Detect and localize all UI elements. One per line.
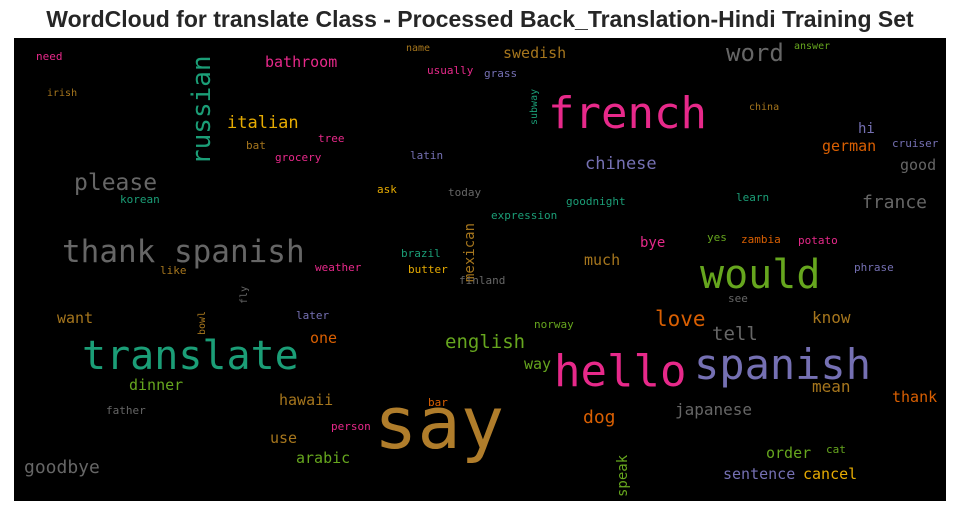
- word-goodnight: goodnight: [566, 195, 626, 208]
- word-finland: finland: [459, 274, 505, 287]
- word-speak: speak: [615, 454, 631, 497]
- word-translate: translate: [82, 333, 299, 379]
- word-please: please: [74, 170, 157, 196]
- word-yes: yes: [707, 231, 727, 244]
- word-expression: expression: [491, 209, 557, 222]
- word-good: good: [900, 156, 936, 174]
- word-russian: russian: [187, 55, 217, 165]
- word-bye: bye: [640, 235, 665, 251]
- word-hawaii: hawaii: [279, 391, 333, 409]
- word-italian: italian: [227, 113, 299, 133]
- word-much: much: [584, 251, 620, 269]
- word-weather: weather: [315, 261, 362, 274]
- word-hello: hello: [554, 346, 686, 397]
- word-cloud: say hello french spanish translate would thank…: [14, 38, 946, 501]
- word-name: name: [406, 43, 430, 54]
- word-need: need: [36, 50, 63, 63]
- word-zambia: zambia: [741, 233, 781, 246]
- word-want: want: [57, 309, 93, 327]
- word-english: english: [445, 331, 525, 353]
- word-grass: grass: [484, 67, 517, 80]
- word-say: say: [374, 381, 504, 465]
- word-one: one: [310, 329, 337, 347]
- word-layer: say hello french spanish translate would thank…: [24, 39, 939, 497]
- word-korean: korean: [120, 193, 160, 206]
- word-french: french: [548, 88, 707, 139]
- word-subway: subway: [529, 89, 540, 125]
- word-tell: tell: [712, 323, 758, 345]
- word-chinese: chinese: [585, 154, 657, 174]
- word-cancel: cancel: [803, 465, 857, 483]
- word-norway: norway: [534, 318, 574, 331]
- word-use: use: [270, 429, 297, 447]
- word-order: order: [766, 444, 811, 462]
- word-way: way: [524, 355, 551, 373]
- word-learn: learn: [736, 191, 769, 204]
- word-cat: cat: [826, 443, 846, 456]
- word-sentence: sentence: [723, 465, 795, 483]
- word-potato: potato: [798, 234, 838, 247]
- word-ask: ask: [377, 183, 397, 196]
- cloud-background: [14, 38, 946, 501]
- word-goodbye: goodbye: [24, 457, 100, 478]
- word-japanese: japanese: [675, 400, 752, 419]
- word-bathroom: bathroom: [265, 53, 337, 71]
- word-love: love: [655, 307, 706, 331]
- word-swedish: swedish: [503, 44, 566, 62]
- word-know: know: [812, 308, 851, 327]
- word-china: china: [749, 102, 779, 113]
- word-arabic: arabic: [296, 449, 350, 467]
- word-mean: mean: [812, 377, 851, 396]
- word-cruiser: cruiser: [892, 137, 939, 150]
- word-thank-spanish: thank spanish: [62, 234, 305, 270]
- word-thank: thank: [892, 388, 937, 406]
- word-grocery: grocery: [275, 151, 322, 164]
- word-dog: dog: [583, 407, 616, 428]
- word-hi: hi: [858, 121, 875, 137]
- word-german: german: [822, 137, 876, 155]
- word-would: would: [700, 252, 820, 298]
- word-see: see: [728, 292, 748, 305]
- word-bat: bat: [246, 139, 266, 152]
- word-person: person: [331, 420, 371, 433]
- word-butter: butter: [408, 263, 448, 276]
- word-mexican: mexican: [462, 223, 478, 282]
- word-word: word: [726, 39, 784, 67]
- word-later: later: [296, 309, 329, 322]
- word-latin: latin: [410, 149, 443, 162]
- word-answer: answer: [794, 41, 830, 52]
- word-like: like: [160, 264, 187, 277]
- word-brazil: brazil: [401, 247, 441, 260]
- word-phrase: phrase: [854, 261, 894, 274]
- chart-title: WordCloud for translate Class - Processe…: [46, 6, 914, 32]
- word-today: today: [448, 186, 481, 199]
- word-spanish: spanish: [694, 340, 871, 389]
- word-irish: irish: [47, 88, 77, 99]
- word-bar: bar: [428, 396, 448, 409]
- word-bowl: bowl: [197, 311, 208, 335]
- word-tree: tree: [318, 132, 345, 145]
- word-dinner: dinner: [129, 376, 183, 394]
- word-usually: usually: [427, 64, 474, 77]
- word-fly: fly: [239, 286, 250, 304]
- word-france: france: [862, 192, 927, 213]
- word-father: father: [106, 404, 146, 417]
